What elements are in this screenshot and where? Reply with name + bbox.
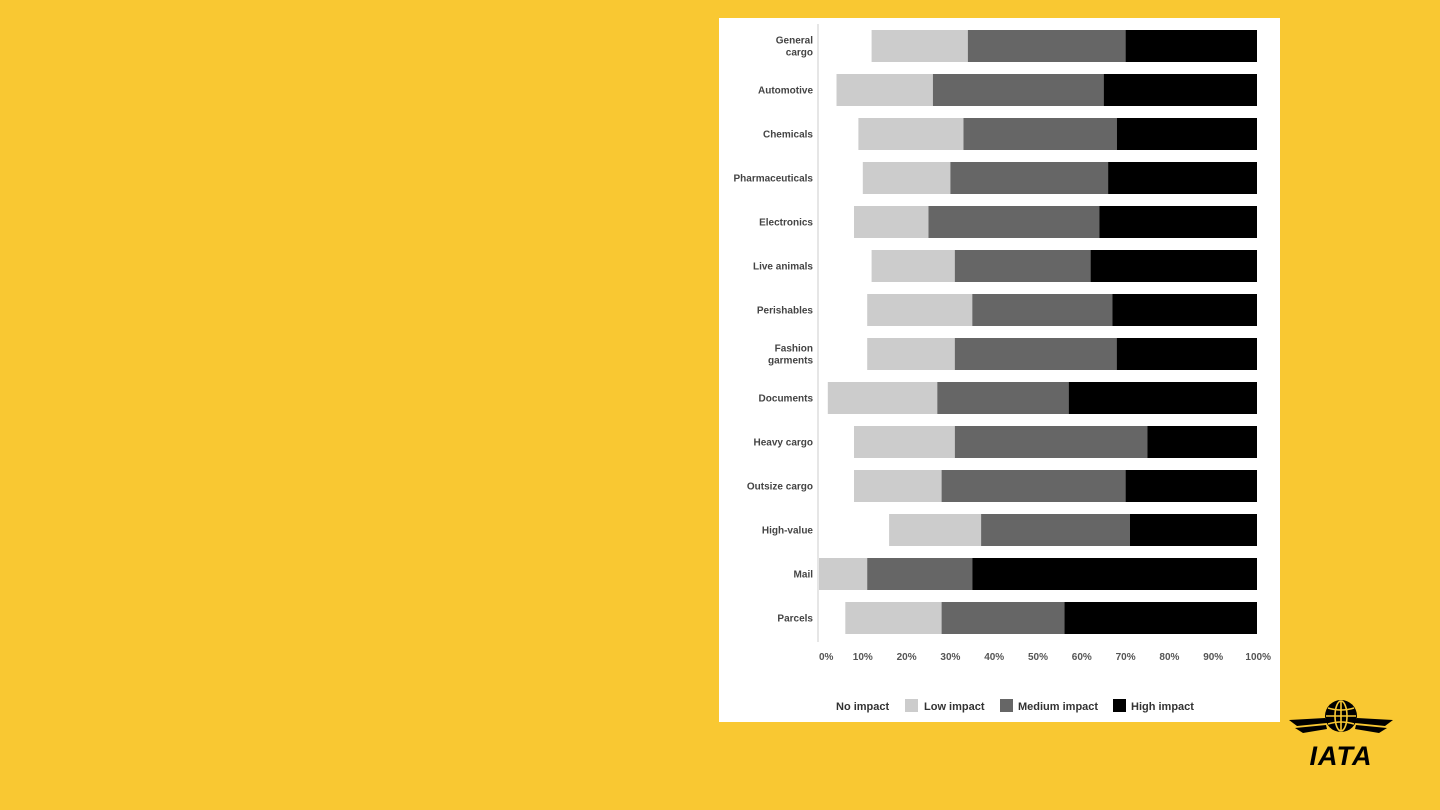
iata-logo: IATA xyxy=(1287,696,1395,771)
category-label: Perishables xyxy=(757,306,814,317)
category-label: Documents xyxy=(759,394,814,405)
legend-swatch-high-impact xyxy=(1113,699,1126,712)
legend: No impact Low impact Medium impact High imp… xyxy=(836,699,1194,713)
bar-segment-medium-impact xyxy=(932,74,1104,106)
legend-swatch-medium-impact xyxy=(1000,699,1013,712)
category-label: Outsize cargo xyxy=(747,482,813,493)
chart-panel: General cargo Automotive Chemicals Pharmaceu… xyxy=(719,18,1280,722)
bar-segment-medium-impact xyxy=(867,558,973,590)
category-labels: General cargo Automotive Chemicals Pharmaceu… xyxy=(734,36,814,625)
bar-segment-medium-impact xyxy=(981,514,1130,546)
bar-segment-low-impact xyxy=(867,294,973,326)
category-label: Heavy cargo xyxy=(754,438,813,449)
legend-label-no-impact: No impact xyxy=(836,701,890,713)
bar-segment-high-impact xyxy=(972,558,1257,590)
bar-segment-low-impact xyxy=(854,206,929,238)
bar-segment-low-impact xyxy=(854,426,955,458)
category-label: Mail xyxy=(794,570,814,581)
bar-segment-high-impact xyxy=(1130,514,1257,546)
legend-label-high-impact: High impact xyxy=(1131,701,1194,713)
bar-segment-medium-impact xyxy=(967,30,1126,62)
bar-segment-medium-impact xyxy=(941,470,1126,502)
legend-label-low-impact: Low impact xyxy=(924,701,985,713)
legend-label-medium-impact: Medium impact xyxy=(1018,701,1098,713)
bar-segment-high-impact xyxy=(1099,206,1257,238)
bar-segment-low-impact xyxy=(867,338,955,370)
x-tick-label: 40% xyxy=(984,652,1004,663)
category-label: Live animals xyxy=(753,262,813,273)
category-label: Pharmaceuticals xyxy=(734,174,814,185)
bar-segment-medium-impact xyxy=(941,602,1065,634)
bar-segment-low-impact xyxy=(836,74,933,106)
bar-segment-low-impact xyxy=(854,470,942,502)
bar-segment-high-impact xyxy=(1068,382,1257,414)
bars-layer xyxy=(819,30,1257,634)
bar-segment-low-impact xyxy=(819,558,868,590)
bar-segment-high-impact xyxy=(1116,338,1257,370)
bar-segment-medium-impact xyxy=(954,426,1148,458)
bar-segment-medium-impact xyxy=(954,250,1091,282)
bar-segment-high-impact xyxy=(1116,118,1257,150)
x-axis-ticks: 0% 10% 20% 30% 40% 50% 60% 70% 80% 90% 100% xyxy=(819,652,1271,663)
x-tick-label: 90% xyxy=(1203,652,1223,663)
bar-segment-high-impact xyxy=(1090,250,1257,282)
bar-segment-low-impact xyxy=(862,162,951,194)
bar-segment-low-impact xyxy=(858,118,964,150)
bar-segment-medium-impact xyxy=(963,118,1117,150)
bar-segment-low-impact xyxy=(871,30,968,62)
category-label: General cargo xyxy=(776,36,813,59)
category-label: High-value xyxy=(762,526,814,537)
iata-globe-icon: IATA xyxy=(1289,700,1393,771)
bar-segment-medium-impact xyxy=(972,294,1113,326)
bar-segment-high-impact xyxy=(1064,602,1257,634)
x-tick-label: 20% xyxy=(897,652,917,663)
bar-segment-medium-impact xyxy=(928,206,1100,238)
x-tick-label: 0% xyxy=(819,652,834,663)
bar-segment-medium-impact xyxy=(954,338,1117,370)
bar-segment-low-impact xyxy=(889,514,982,546)
bar-segment-medium-impact xyxy=(937,382,1069,414)
bar-segment-high-impact xyxy=(1147,426,1257,458)
stacked-bar-chart: General cargo Automotive Chemicals Pharmaceu… xyxy=(734,24,1271,713)
bar-segment-high-impact xyxy=(1112,294,1257,326)
x-tick-label: 50% xyxy=(1028,652,1048,663)
x-tick-label: 100% xyxy=(1245,652,1271,663)
bar-segment-high-impact xyxy=(1125,470,1257,502)
iata-logo-text: IATA xyxy=(1310,741,1373,768)
category-label: Fashion garments xyxy=(768,344,813,367)
bar-segment-low-impact xyxy=(827,382,938,414)
category-label: Automotive xyxy=(758,86,813,97)
x-tick-label: 10% xyxy=(853,652,873,663)
x-tick-label: 70% xyxy=(1116,652,1136,663)
x-tick-label: 60% xyxy=(1072,652,1092,663)
category-label: Chemicals xyxy=(763,130,813,141)
x-tick-label: 30% xyxy=(940,652,960,663)
bar-segment-low-impact xyxy=(845,602,942,634)
bar-segment-high-impact xyxy=(1103,74,1257,106)
bar-segment-medium-impact xyxy=(950,162,1109,194)
category-label: Electronics xyxy=(759,218,813,229)
bar-segment-high-impact xyxy=(1108,162,1257,194)
x-tick-label: 80% xyxy=(1159,652,1179,663)
legend-swatch-low-impact xyxy=(905,699,918,712)
category-label: Parcels xyxy=(777,614,813,625)
bar-segment-high-impact xyxy=(1125,30,1257,62)
bar-segment-low-impact xyxy=(871,250,955,282)
